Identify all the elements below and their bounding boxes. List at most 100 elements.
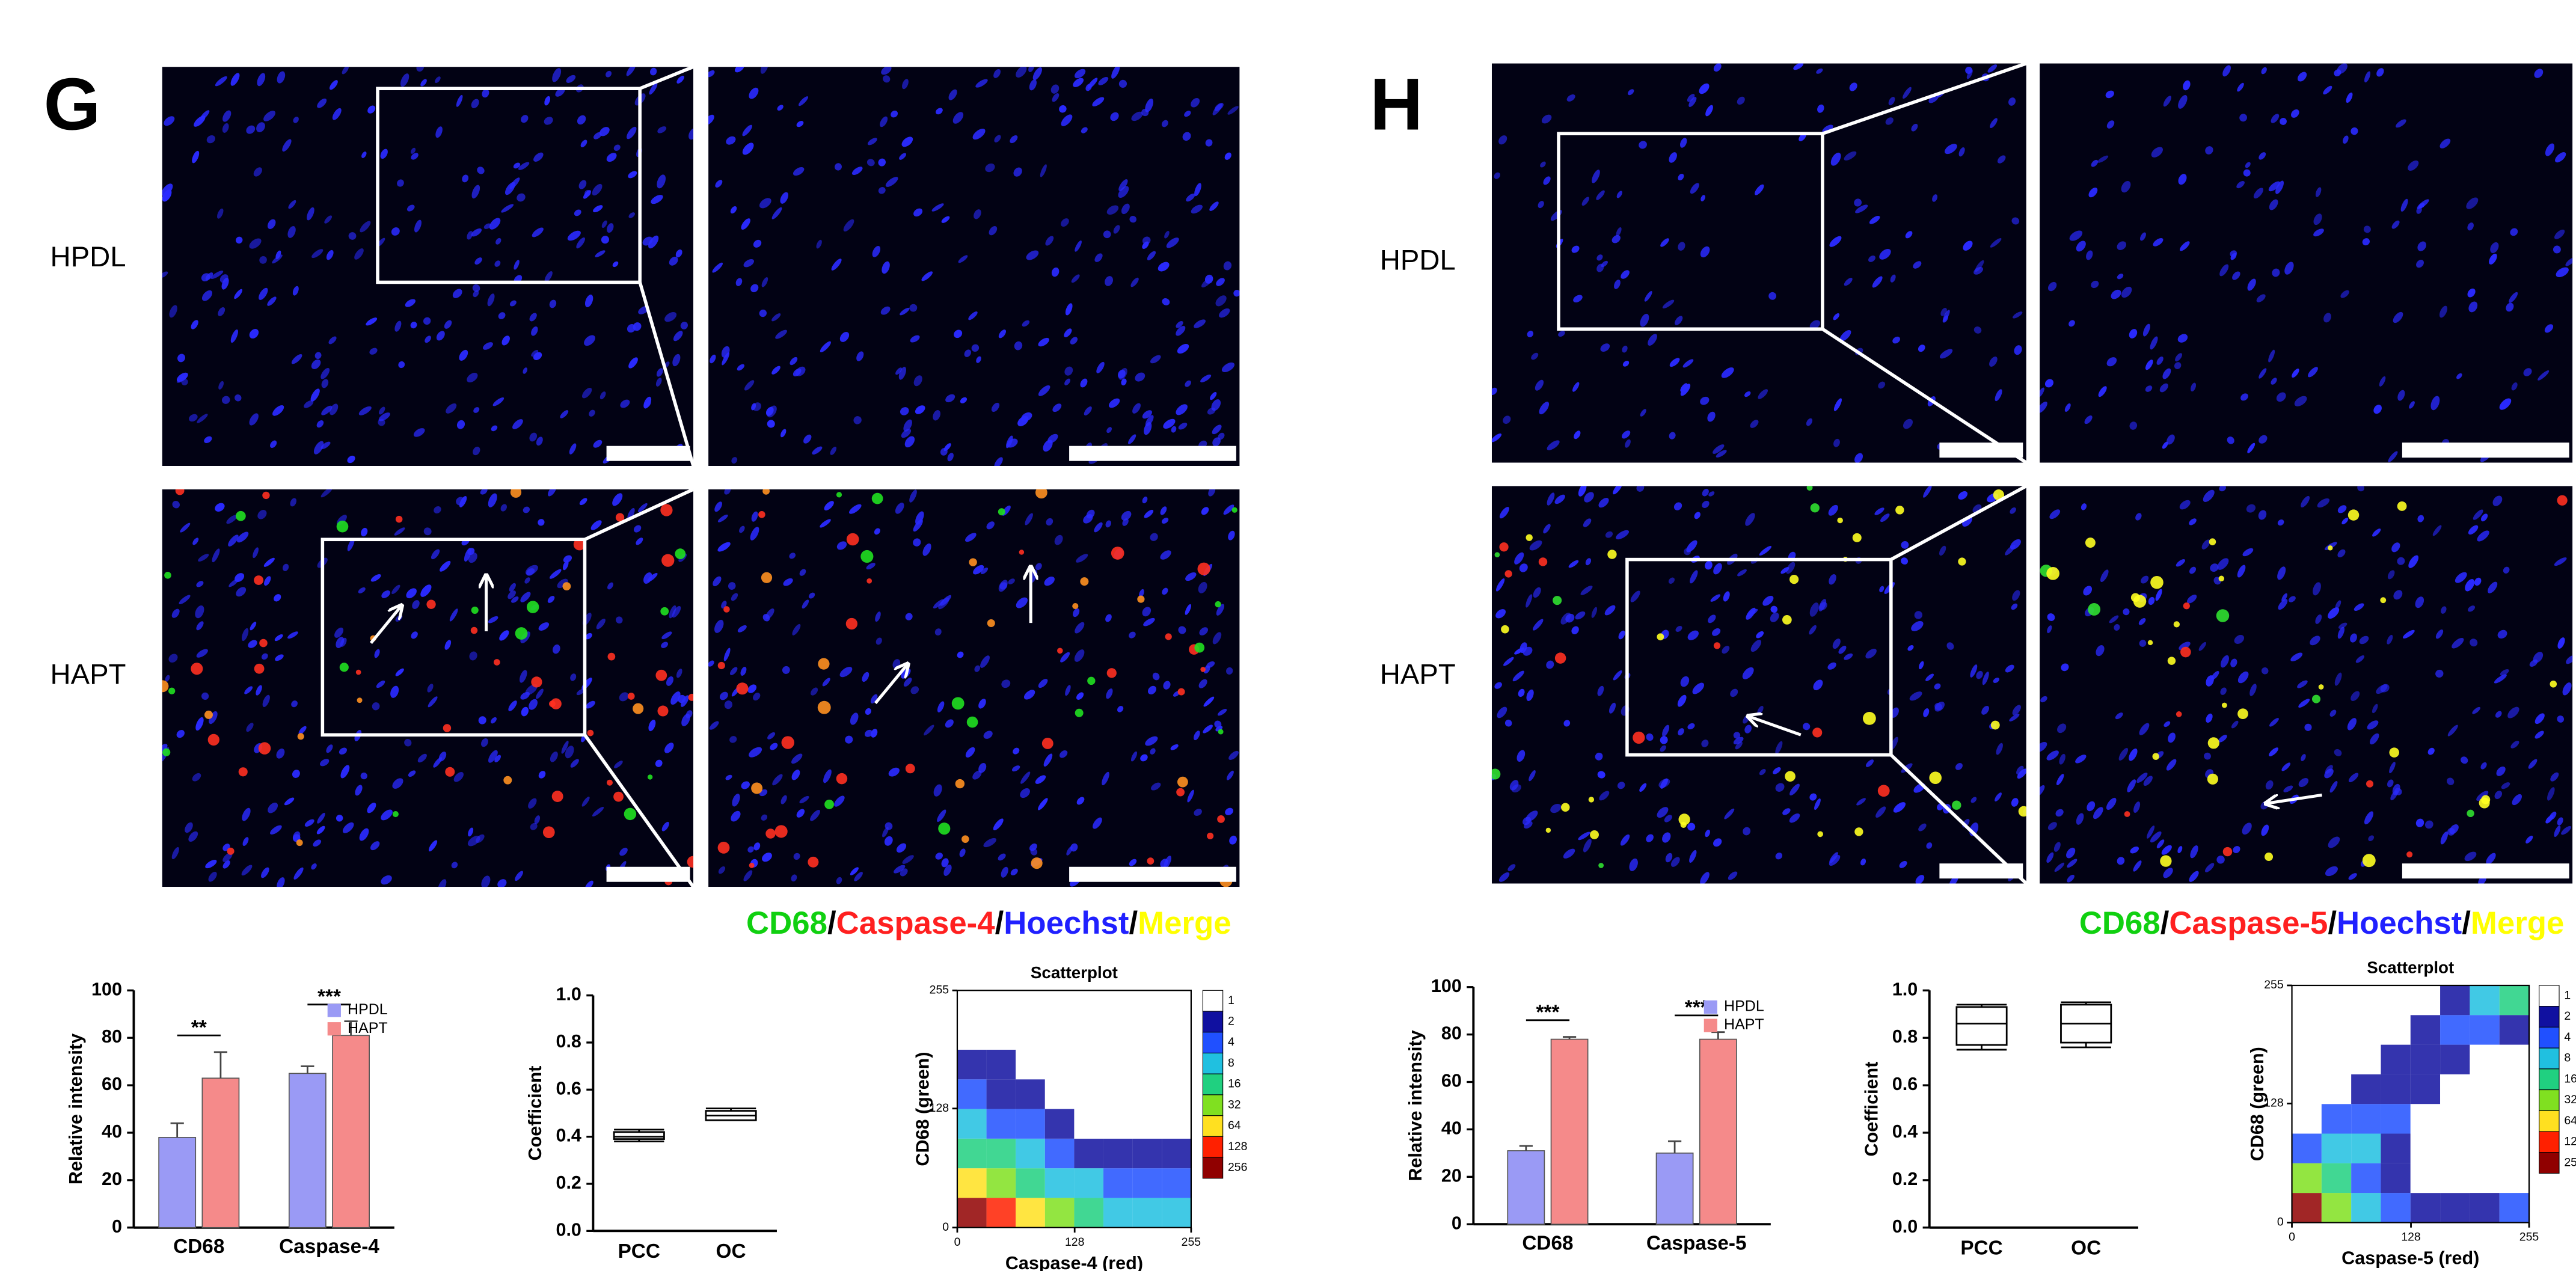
- nucleus: [1818, 599, 1827, 611]
- nucleus: [2500, 669, 2509, 676]
- nucleus: [1143, 617, 1155, 626]
- nucleus: [1145, 736, 1158, 746]
- scale-bar: [1939, 443, 2023, 458]
- nucleus: [2269, 199, 2278, 210]
- nucleus: [1096, 361, 1105, 373]
- nucleus: [2535, 713, 2545, 724]
- nucleus: [234, 289, 243, 299]
- nucleus: [2012, 705, 2021, 715]
- nucleus: [1498, 872, 1510, 882]
- density-cell: [957, 1020, 987, 1050]
- nucleus: [1523, 646, 1533, 656]
- nucleus: [1073, 78, 1084, 87]
- density-cell: [1103, 1079, 1133, 1109]
- stained-cell: [238, 767, 248, 777]
- nucleus: [1702, 500, 1710, 508]
- nucleus: [1102, 771, 1109, 786]
- box: [1955, 1006, 2008, 1046]
- nucleus: [1081, 127, 1088, 133]
- nucleus: [2155, 589, 2162, 601]
- nucleus: [1809, 602, 1819, 617]
- nucleus: [488, 750, 498, 763]
- nucleus: [2561, 825, 2571, 835]
- nucleus: [882, 261, 890, 274]
- colorbar-cell: [1202, 1032, 1224, 1054]
- nucleus: [1518, 688, 1525, 697]
- nucleus: [427, 684, 434, 693]
- nucleus: [1494, 682, 1502, 689]
- density-cell: [2351, 1074, 2381, 1104]
- colorbar-label: 128: [1228, 1140, 1247, 1153]
- nucleus: [274, 594, 281, 602]
- nucleus: [1640, 409, 1646, 417]
- stained-cell: [297, 733, 304, 740]
- nucleus: [1563, 720, 1571, 727]
- stained-cell: [254, 663, 265, 674]
- nucleus: [434, 506, 441, 513]
- nucleus: [1759, 545, 1772, 556]
- nucleus: [896, 843, 907, 853]
- nucleus: [1970, 664, 1978, 678]
- stained-cell: [1958, 557, 1966, 566]
- nucleus: [400, 73, 409, 87]
- nucleus: [342, 822, 354, 833]
- nucleus: [2472, 706, 2480, 714]
- nucleus: [2005, 545, 2016, 556]
- stained-cell: [817, 700, 831, 714]
- stained-cell: [503, 776, 512, 785]
- nucleus: [843, 219, 854, 232]
- nucleus: [262, 694, 270, 708]
- nucleus: [853, 416, 862, 424]
- nucleus: [2133, 860, 2142, 872]
- nucleus: [2310, 636, 2320, 646]
- stained-cell: [2167, 657, 2176, 665]
- nucleus: [197, 414, 208, 423]
- nucleus: [1595, 752, 1603, 761]
- density-cell: [1016, 1079, 1045, 1109]
- nucleus: [2276, 392, 2286, 402]
- nucleus: [1981, 705, 1989, 715]
- nucleus: [771, 207, 782, 219]
- nucleus: [831, 259, 842, 271]
- nucleus: [446, 403, 457, 414]
- nucleus: [1074, 649, 1085, 662]
- nucleus: [1497, 706, 1507, 718]
- nucleus: [2512, 794, 2522, 806]
- nucleus: [2289, 596, 2296, 602]
- y-tick-label: 0: [1452, 1213, 1462, 1233]
- nucleus: [661, 642, 669, 648]
- x-tick-label: 255: [1182, 1236, 1201, 1249]
- nucleus: [2308, 367, 2318, 378]
- nucleus: [2129, 748, 2138, 761]
- nucleus: [2205, 146, 2213, 155]
- nucleus: [600, 391, 606, 400]
- nucleus: [1050, 84, 1060, 94]
- nucleus: [259, 287, 268, 300]
- nucleus: [411, 147, 416, 154]
- nucleus: [1014, 341, 1023, 351]
- row-label: HPDL: [1380, 245, 1456, 277]
- nucleus: [1512, 670, 1524, 682]
- nucleus: [628, 357, 638, 369]
- nucleus: [661, 631, 672, 640]
- nucleus: [1625, 439, 1631, 448]
- nucleus: [1160, 550, 1171, 560]
- nucleus: [812, 446, 823, 455]
- nucleus: [244, 686, 253, 694]
- nucleus: [282, 563, 289, 571]
- nucleus: [176, 730, 185, 738]
- nucleus: [1106, 427, 1112, 433]
- nucleus: [2242, 822, 2252, 835]
- nucleus: [761, 277, 768, 287]
- stained-cell: [2018, 806, 2026, 817]
- nucleus: [2145, 385, 2153, 392]
- nucleus: [191, 320, 198, 329]
- nucleus: [358, 587, 366, 593]
- nucleus: [2129, 421, 2138, 430]
- nucleus: [2139, 640, 2147, 647]
- nucleus: [435, 76, 441, 84]
- nucleus: [192, 537, 199, 545]
- nucleus: [790, 357, 798, 366]
- stained-cell: [1633, 731, 1645, 744]
- nucleus: [2490, 242, 2499, 253]
